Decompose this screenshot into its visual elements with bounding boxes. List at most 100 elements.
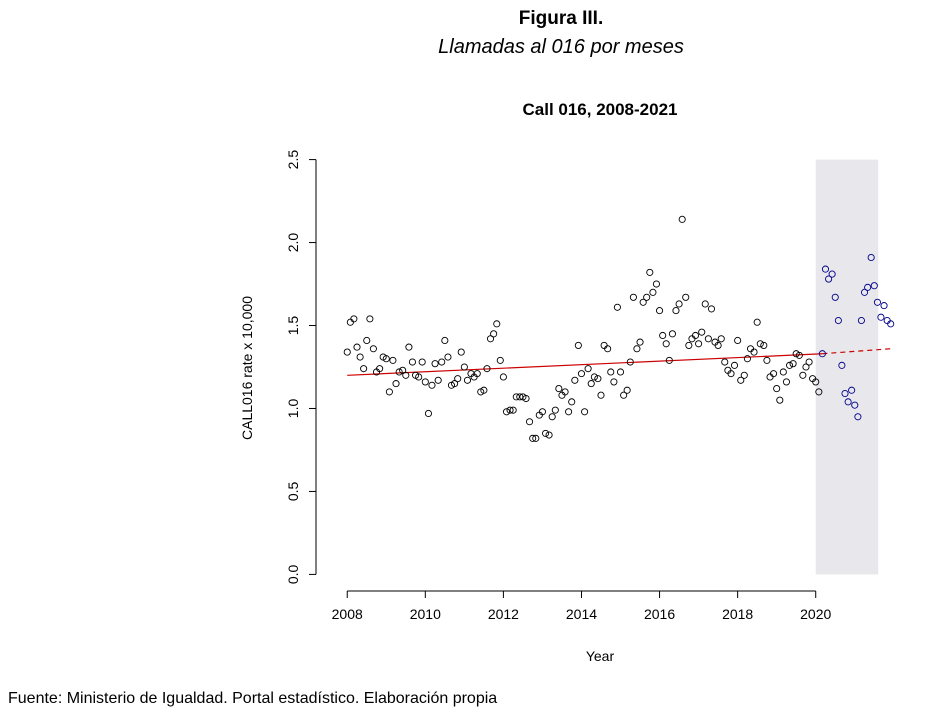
x-tick-label: 2012: [488, 606, 519, 622]
data-point: [460, 363, 468, 371]
data-point: [770, 370, 778, 378]
data-point: [431, 360, 439, 368]
data-point: [369, 345, 377, 353]
data-point: [577, 370, 586, 378]
data-point: [522, 394, 530, 403]
data-point: [418, 358, 426, 366]
data-point: [421, 378, 429, 386]
data-point-2020-2021: [864, 283, 872, 291]
data-point: [360, 365, 368, 373]
data-point: [659, 331, 667, 340]
data-point: [786, 361, 794, 369]
data-point: [574, 341, 582, 349]
data-point: [607, 368, 615, 376]
data-point: [438, 358, 446, 366]
data-point: [376, 365, 384, 373]
data-point: [688, 335, 696, 343]
figure-label: Figura III.: [518, 8, 604, 29]
data-point-2020-2021: [857, 316, 865, 325]
data-point: [385, 388, 393, 396]
data-point-2020-2021: [844, 398, 852, 406]
source-note: Fuente: Ministerio de Igualdad. Portal e…: [8, 690, 498, 707]
data-point: [656, 307, 664, 315]
data-point: [623, 386, 631, 394]
data-point: [463, 376, 472, 384]
y-tick-label: 0.5: [285, 482, 301, 502]
data-point: [434, 376, 442, 384]
data-point: [795, 351, 803, 359]
trend-line: [347, 353, 823, 376]
data-point-2020-2021: [841, 389, 849, 398]
data-point: [753, 318, 761, 326]
data-point: [350, 315, 358, 323]
scatter-chart: 2008 2010 2012 2014 2016 2018 2020 0.0 0.5 1.0 1.5…: [239, 100, 895, 664]
y-tick-label: 2.0: [285, 233, 301, 253]
data-point: [636, 338, 644, 346]
data-point: [587, 380, 595, 388]
trend-line-projection: [822, 348, 891, 355]
data-point: [480, 386, 488, 394]
data-point: [529, 434, 537, 442]
data-point: [581, 408, 589, 416]
data-point: [727, 370, 735, 378]
data-point: [415, 373, 423, 381]
data-point-2020-2021: [870, 282, 878, 290]
data-point: [545, 431, 553, 439]
data-point: [763, 356, 771, 364]
data-point: [346, 318, 354, 326]
data-point-2020-2021: [883, 316, 891, 325]
y-tick-label: 2.5: [285, 150, 301, 170]
data-point: [701, 300, 709, 308]
data-point: [454, 375, 462, 383]
data-point: [734, 336, 742, 345]
data-point: [672, 307, 680, 315]
data-point: [643, 293, 651, 301]
x-tick-label: 2016: [644, 606, 675, 622]
data-point: [704, 335, 712, 343]
data-point: [616, 368, 625, 376]
data-point-2020-2021: [887, 320, 895, 328]
data-point: [629, 293, 637, 301]
data-point: [457, 348, 465, 356]
data-point: [392, 380, 400, 388]
data-point: [639, 298, 647, 306]
data-point: [356, 353, 364, 361]
data-point: [363, 336, 371, 345]
data-point: [698, 328, 706, 336]
data-point: [516, 393, 524, 401]
data-point-2020-2021: [873, 298, 881, 306]
data-point: [441, 336, 449, 345]
data-point: [685, 341, 693, 349]
data-point: [682, 293, 690, 301]
data-point: [502, 408, 511, 416]
data-point: [789, 360, 797, 368]
data-point-2020-2021: [860, 288, 869, 296]
data-point: [565, 408, 573, 416]
data-point: [802, 363, 810, 371]
data-point-2020-2021: [867, 253, 875, 262]
figure-subtitle: Llamadas al 016 por meses: [438, 36, 684, 58]
data-point: [526, 418, 534, 426]
data-point: [668, 330, 676, 338]
data-point: [451, 380, 459, 388]
data-point-2020-2021: [880, 302, 888, 310]
data-point: [424, 409, 432, 418]
data-point: [568, 398, 576, 406]
data-point: [444, 353, 452, 361]
data-point-2020-2021: [848, 386, 856, 394]
data-point: [486, 335, 495, 343]
data-point: [750, 348, 758, 356]
data-point: [597, 391, 605, 399]
x-tick-label: 2018: [722, 606, 753, 622]
points-layer: [343, 215, 895, 442]
data-point: [805, 358, 813, 366]
data-point-2020-2021: [851, 401, 859, 409]
x-axis-title: Year: [586, 648, 615, 664]
data-point: [756, 340, 764, 348]
data-point: [678, 215, 686, 223]
data-point: [509, 406, 517, 414]
data-point: [766, 373, 774, 381]
data-point: [496, 356, 504, 364]
x-tick-label: 2020: [800, 606, 831, 622]
y-tick-label: 1.0: [285, 399, 301, 419]
